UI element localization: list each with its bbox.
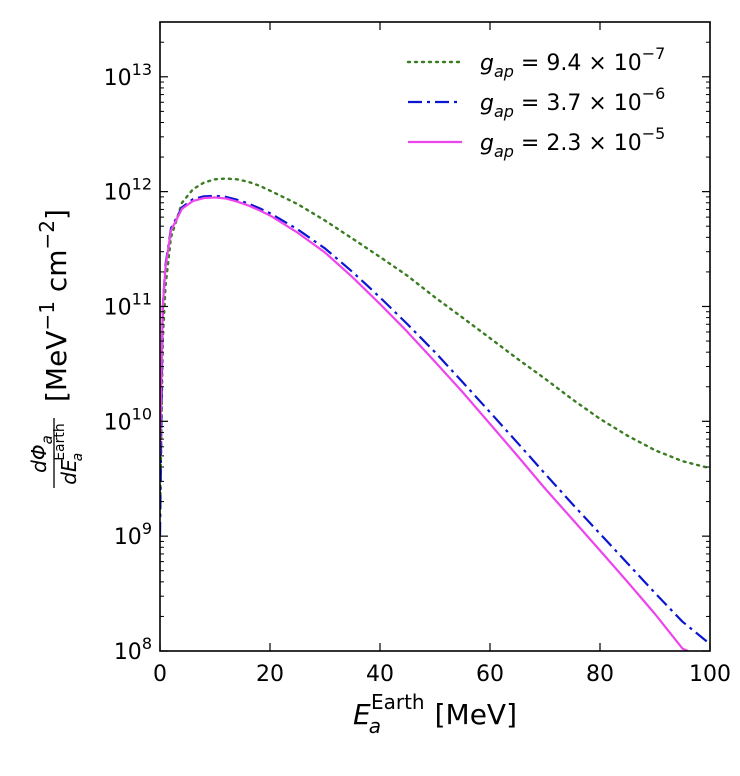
- series-line-2: [160, 194, 710, 645]
- y-axis-label: dΦa dEaEarth [MeV−1 cm−2]: [27, 209, 86, 488]
- y-label-denominator: dEaEarth: [52, 423, 86, 484]
- x-tick-label: 100: [689, 662, 731, 687]
- legend-label-2: gap = 3.7 × 10−6: [480, 84, 665, 121]
- y-tick-label: 1010: [104, 404, 152, 435]
- x-axis-label-sub: a: [369, 714, 381, 738]
- y-tick-label: 1013: [104, 60, 152, 91]
- x-tick-label: 20: [256, 662, 284, 687]
- x-tick-label: 40: [366, 662, 394, 687]
- y-label-unit-open: [MeV: [40, 331, 73, 402]
- plot-area: [160, 22, 710, 651]
- y-label-den-sub: a: [70, 453, 86, 462]
- y-label-den-main: dE: [57, 459, 81, 485]
- x-tick-label: 80: [586, 662, 614, 687]
- y-label-unit-close: ]: [40, 209, 73, 220]
- plot-frame: [159, 21, 711, 652]
- series-group: [160, 177, 710, 651]
- legend-label-3: gap = 2.3 × 10−5: [480, 124, 665, 161]
- x-tick-label: 0: [153, 662, 167, 687]
- y-label-unit-cm: cm: [40, 249, 73, 301]
- y-label-unit: [MeV−1 cm−2]: [35, 209, 73, 402]
- series-line-3: [160, 196, 689, 651]
- ticks-group: 0 20 40 60 80 100 108 109 1010 1011 1012 1013: [104, 22, 731, 687]
- y-tick-label: 108: [114, 634, 152, 665]
- y-tick-label: 1011: [104, 289, 152, 320]
- y-label-numerator: dΦa: [27, 435, 56, 473]
- y-label-num-main: dΦ: [27, 444, 51, 472]
- x-axis-label: EaEarth [MeV]: [353, 690, 517, 738]
- y-tick-label: 1012: [104, 175, 152, 206]
- x-axis-label-main: E: [353, 698, 371, 731]
- x-axis-label-unit: [MeV]: [435, 698, 517, 731]
- x-tick-label: 60: [476, 662, 504, 687]
- y-label-den-sup: Earth: [52, 423, 68, 461]
- series-line-1: [160, 177, 710, 518]
- y-tick-label: 109: [114, 519, 152, 550]
- y-label-unit-exp2: −2: [35, 220, 59, 249]
- x-axis-label-sup: Earth: [371, 690, 425, 714]
- legend-label-1: gap = 9.4 × 10−7: [480, 44, 665, 81]
- y-label-unit-exp1: −1: [35, 301, 59, 330]
- y-label-num-sub: a: [38, 435, 56, 444]
